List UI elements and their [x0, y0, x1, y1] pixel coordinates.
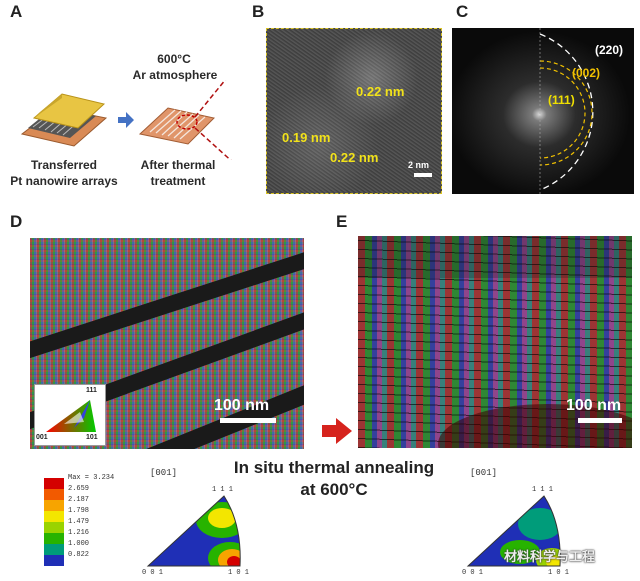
ebsd-after-scale-bar [578, 418, 622, 423]
ebsd-before-scale-bar [220, 418, 276, 423]
ring-label-220: (220) [595, 43, 624, 57]
left-pole-bottom-right-label: 1 0 1 [228, 569, 250, 577]
ring-label-002: (002) [572, 66, 601, 80]
right-caption-2: treatment [150, 174, 206, 188]
lattice-spacing-bottom: 0.22 nm [330, 150, 379, 165]
panel-letter-d: D [10, 212, 23, 231]
legend-value: 1.479 [68, 518, 90, 526]
watermark-text: 材料科学与工程 [504, 549, 596, 564]
panel-letter-c: C [456, 2, 469, 21]
lattice-spacing-left: 0.19 nm [282, 130, 331, 145]
legend-swatch [44, 478, 64, 489]
left-pole-bottom-left-label: 0 0 1 [142, 569, 164, 577]
right-pole-bottom-left-label: 0 0 1 [462, 569, 484, 577]
grain-band [358, 236, 632, 278]
ipf-key-left-label: 001 [36, 434, 48, 441]
legend-swatch [44, 511, 64, 522]
right-pole-bottom-right-label: 1 0 1 [548, 569, 570, 577]
legend-swatch [44, 533, 64, 544]
legend-max-label: Max = 3.234 [68, 474, 115, 482]
right-pole-top-label: 1 1 1 [532, 486, 554, 494]
annealing-caption-line-1: In situ thermal annealing [233, 458, 435, 477]
dark-stripe [30, 238, 304, 365]
panel-letter-e: E [336, 212, 348, 231]
legend-value: 1.216 [68, 529, 90, 537]
process-arrow [118, 112, 134, 128]
annealing-arrow-icon [322, 418, 352, 444]
left-pole-direction: [001] [150, 468, 178, 478]
lattice-spacing-top: 0.22 nm [356, 84, 405, 99]
left-inverse-pole-figure [146, 495, 241, 567]
annealed-array-illustration [138, 107, 216, 145]
hrtem-scale-bar [414, 173, 432, 177]
annealing-caption-line-2: at 600°C [300, 480, 368, 499]
panel-letter-b: B [252, 2, 265, 21]
legend-swatch [44, 522, 64, 533]
ring-label-111: (111) [548, 93, 575, 107]
right-inverse-pole-figure [466, 495, 561, 567]
legend-swatch [44, 500, 64, 511]
panel-letter-a: A [10, 2, 23, 21]
ipf-key-triangle [46, 400, 96, 432]
ebsd-after-scale-label: 100 nm [566, 397, 622, 414]
ebsd-before-scale-label: 100 nm [214, 397, 270, 414]
legend-swatch [44, 555, 64, 566]
legend-swatch [44, 544, 64, 555]
left-pole-top-label: 1 1 1 [212, 486, 234, 494]
nanowire-schematic [20, 80, 232, 160]
atmosphere-label: Ar atmosphere [132, 68, 218, 82]
legend-swatch [44, 489, 64, 500]
ipf-key-top-label: 111 [86, 387, 97, 394]
transferred-array-illustration [20, 93, 108, 147]
fft-pattern [452, 28, 634, 194]
hrtem-scale-label: 2 nm [408, 160, 430, 170]
legend-value: 1.798 [68, 507, 90, 515]
legend-value: 1.000 [68, 540, 90, 548]
legend-value: 2.187 [68, 496, 90, 504]
temperature-label: 600°C [157, 52, 191, 66]
legend-value: 0.822 [68, 551, 90, 559]
left-caption-1: Transferred [30, 158, 98, 172]
left-caption-2: Pt nanowire arrays [10, 174, 118, 188]
ipf-key-right-label: 101 [86, 434, 98, 441]
ebsd-map-after [358, 236, 632, 448]
right-pole-direction: [001] [470, 468, 498, 478]
hrtem-image [266, 28, 442, 194]
right-caption-1: After thermal [140, 158, 216, 172]
legend-value: 2.659 [68, 485, 90, 493]
